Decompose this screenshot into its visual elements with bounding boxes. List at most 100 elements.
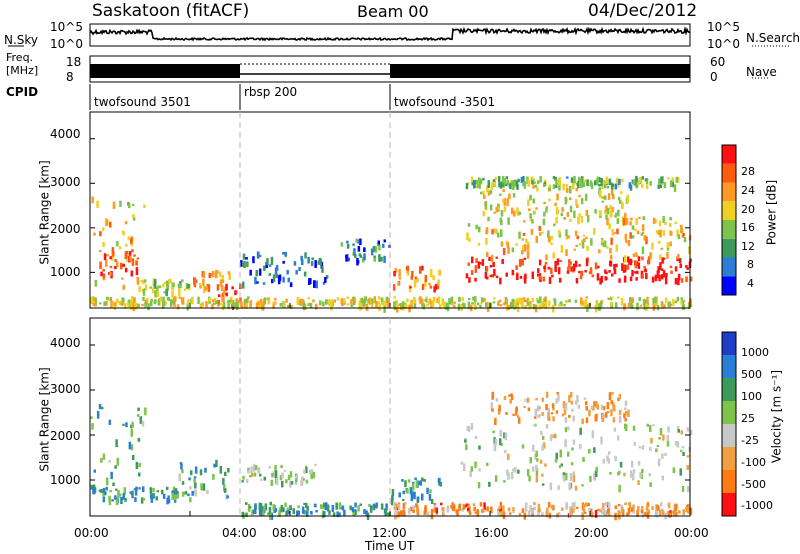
scatter-cell [535, 297, 539, 301]
scatter-cell [522, 176, 525, 183]
scatter-cell [371, 304, 374, 308]
scatter-cell [114, 302, 118, 307]
scatter-cell [599, 190, 602, 198]
scatter-cell [621, 263, 624, 271]
scatter-cell [557, 485, 560, 490]
scatter-cell [524, 398, 527, 402]
scatter-cell [686, 455, 690, 458]
scatter-cell [99, 231, 102, 237]
scatter-cell [151, 493, 155, 498]
scatter-cell [594, 209, 597, 214]
scatter-cell [537, 503, 541, 512]
scatter-cell [528, 208, 531, 212]
scatter-cell [553, 223, 556, 227]
scatter-cell [179, 284, 182, 289]
scatter-cell [115, 497, 119, 506]
scatter-cell [639, 471, 642, 478]
scatter-cell [578, 270, 581, 274]
scatter-cell [675, 503, 678, 508]
scatter-cell [556, 258, 560, 262]
scatter-cell [404, 502, 407, 505]
scatter-cell [225, 292, 228, 297]
power-cb-8: 8 [747, 258, 754, 271]
scatter-cell [211, 303, 214, 310]
power-cb-24: 24 [741, 184, 755, 197]
scatter-cell [153, 283, 157, 289]
scatter-cell [218, 271, 222, 278]
scatter-cell [321, 510, 325, 519]
scatter-cell [573, 501, 576, 510]
scatter-cell [109, 297, 112, 302]
scatter-cell [540, 301, 544, 308]
scatter-cell [99, 250, 102, 253]
scatter-cell [555, 452, 558, 460]
scatter-cell [537, 414, 540, 419]
scatter-cell [646, 423, 649, 427]
scatter-cell [274, 470, 278, 478]
scatter-cell [541, 473, 544, 477]
scatter-cell [498, 299, 502, 302]
scatter-cell [579, 427, 582, 435]
scatter-cell [622, 269, 626, 273]
scatter-cell [303, 271, 307, 277]
scatter-cell [290, 481, 294, 485]
scatter-cell [189, 486, 192, 490]
scatter-cell [222, 478, 225, 485]
scatter-cell [481, 259, 485, 266]
scatter-cell [588, 409, 591, 417]
scatter-cell [370, 248, 374, 256]
scatter-cell [645, 236, 648, 245]
scatter-cell [208, 301, 211, 304]
scatter-cell [601, 196, 605, 199]
scatter-cell [519, 275, 523, 279]
scatter-cell [539, 176, 542, 183]
scatter-cell [401, 479, 404, 482]
scatter-cell [285, 298, 288, 303]
nave-axis-bottom: 0 [710, 70, 718, 84]
scatter-cell [213, 299, 216, 302]
scatter-cell [380, 503, 384, 510]
scatter-cell [438, 304, 442, 310]
scatter-cell [166, 486, 169, 491]
scatter-cell [197, 296, 200, 304]
scatter-cell [659, 509, 662, 517]
scatter-cell [515, 298, 519, 303]
scatter-cell [493, 268, 496, 277]
scatter-cell [678, 511, 681, 514]
scatter-cell [533, 502, 536, 506]
scatter-cell [532, 184, 535, 189]
scatter-cell [629, 259, 633, 264]
scatter-cell [105, 259, 108, 267]
scatter-cell [615, 177, 619, 184]
scatter-cell [610, 237, 613, 245]
scatter-cell [515, 265, 518, 270]
scatter-cell [522, 245, 525, 252]
scatter-cell [171, 290, 174, 299]
scatter-cell [484, 272, 488, 279]
scatter-cell [652, 217, 656, 224]
scatter-cell [598, 303, 601, 311]
scatter-cell [641, 246, 645, 255]
scatter-cell [604, 510, 607, 516]
scatter-cell [144, 284, 148, 290]
scatter-cell [483, 297, 486, 302]
scatter-cell [321, 265, 324, 273]
scatter-cell [543, 266, 546, 270]
scatter-cell [116, 241, 119, 247]
scatter-cell [308, 278, 311, 285]
power-colorbar-swatch [722, 257, 736, 277]
scatter-cell [547, 412, 550, 421]
scatter-cell [264, 503, 268, 511]
scatter-cell [480, 297, 484, 303]
scatter-cell [596, 404, 600, 410]
scatter-cell [377, 240, 380, 246]
scatter-cell [435, 507, 438, 514]
noise-axis-top-right: 10^5 [707, 20, 740, 34]
scatter-cell [623, 275, 627, 283]
scatter-cell [609, 247, 612, 254]
scatter-cell [580, 198, 584, 205]
scatter-cell [390, 497, 394, 506]
vel-cb-m500: -500 [741, 478, 766, 491]
scatter-cell [660, 176, 663, 184]
scatter-cell [466, 232, 469, 241]
